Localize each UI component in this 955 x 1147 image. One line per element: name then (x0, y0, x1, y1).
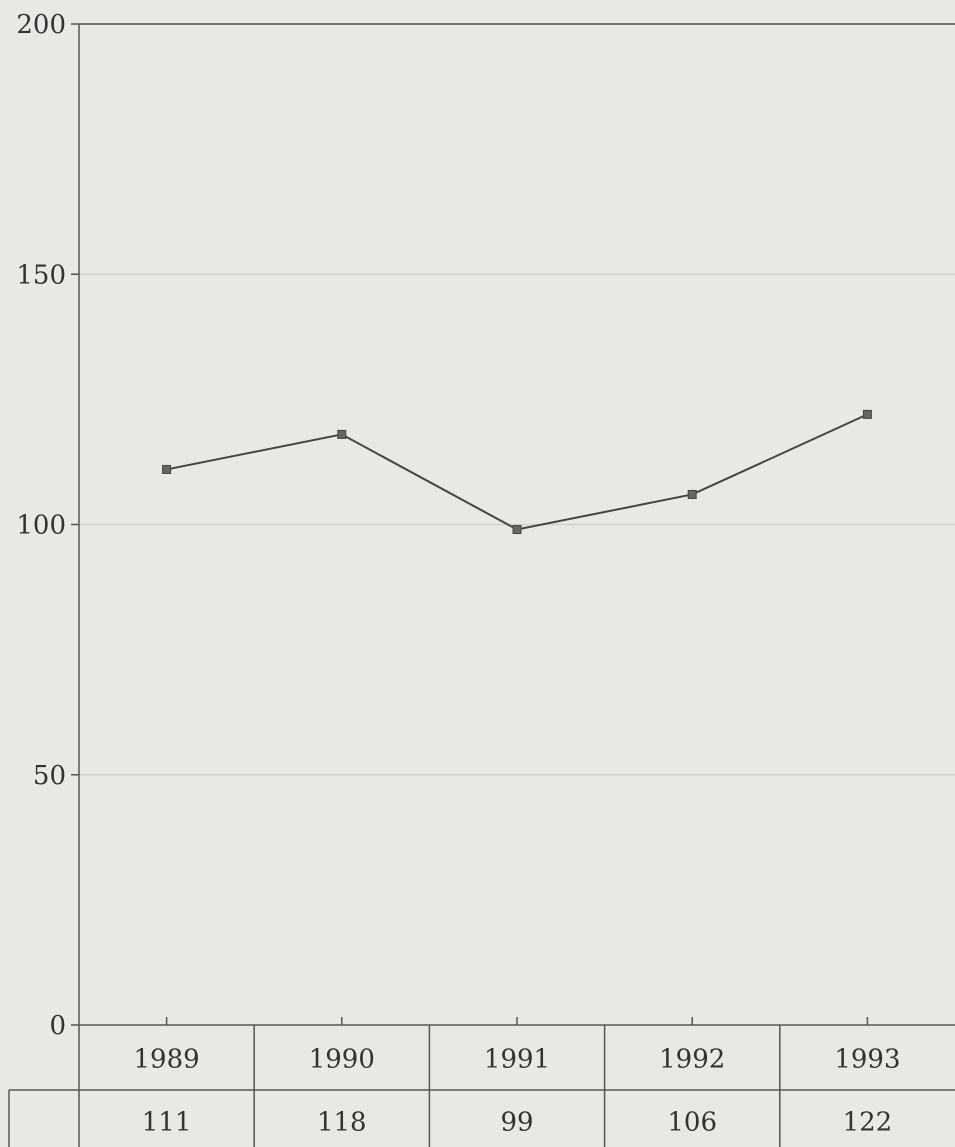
y-tick-label: 100 (16, 511, 66, 541)
gridlines (79, 23, 955, 776)
category-label: 1992 (659, 1045, 725, 1075)
value-label: 122 (843, 1108, 893, 1138)
data-point (337, 429, 347, 439)
y-tick-label: 150 (16, 260, 66, 290)
data-table: 1989 1990 1991 1992 1993 111 118 99 106 122 (8, 1025, 955, 1147)
category-label: 1993 (834, 1045, 900, 1075)
value-label: 106 (667, 1108, 717, 1138)
category-label: 1990 (309, 1045, 375, 1075)
value-label: 118 (317, 1108, 367, 1138)
category-label: 1989 (134, 1045, 200, 1075)
y-tick-label: 0 (49, 1011, 66, 1041)
value-label: 99 (500, 1108, 533, 1138)
series-line (162, 409, 872, 535)
data-point (687, 489, 697, 499)
value-label: 111 (142, 1108, 192, 1138)
y-tick-labels: 0 50 100 150 200 (16, 10, 66, 1041)
data-point (162, 464, 172, 474)
axes (71, 23, 955, 1147)
y-tick-label: 50 (33, 761, 66, 791)
series-line-path (166, 413, 868, 531)
category-label: 1991 (484, 1045, 550, 1075)
data-point (512, 525, 522, 535)
data-point (862, 409, 872, 419)
y-tick-label: 200 (16, 10, 66, 40)
